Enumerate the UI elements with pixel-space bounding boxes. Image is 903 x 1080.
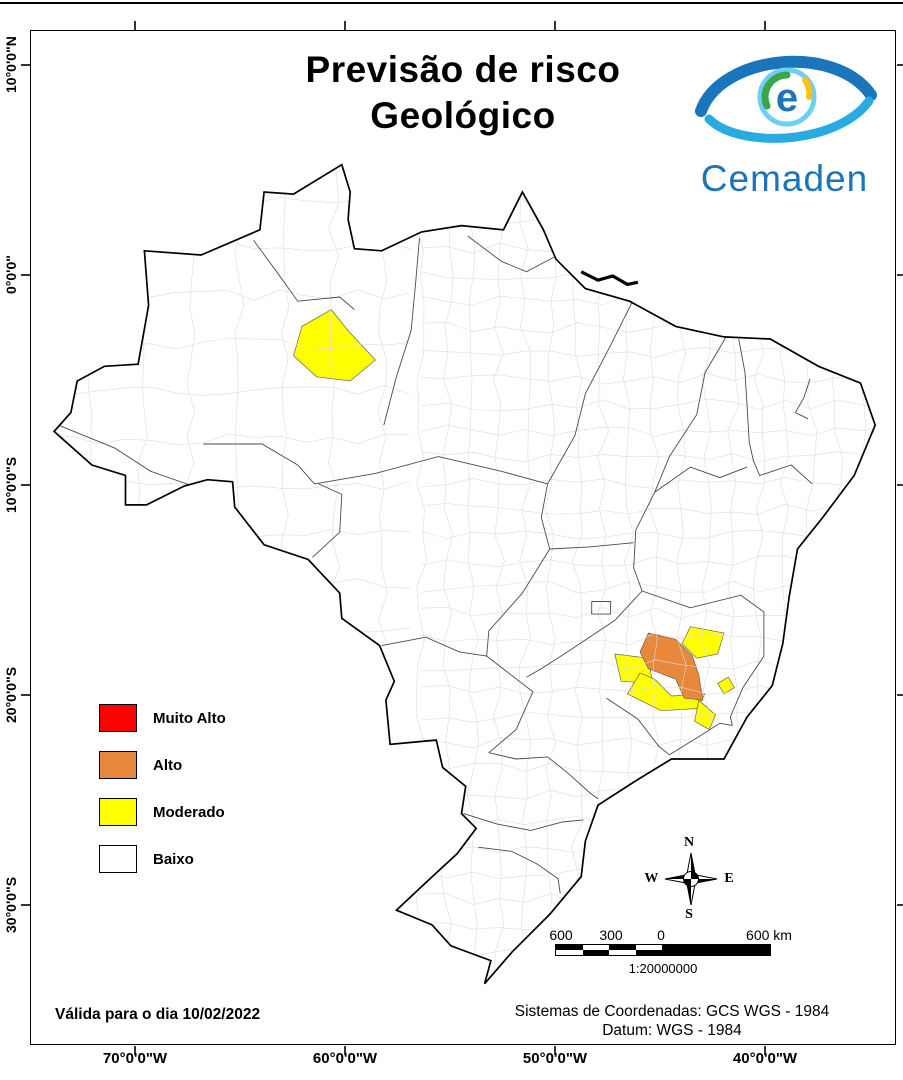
y-axis-label-10n: 10°0'0"N	[3, 36, 19, 94]
compass-south-label: S	[685, 907, 693, 922]
svg-text:e: e	[775, 76, 797, 120]
legend-item-baixo: Baixo	[99, 845, 226, 873]
legend-item-alto: Alto	[99, 751, 226, 779]
legend-swatch-muito-alto	[99, 704, 137, 732]
scale-segment	[609, 945, 636, 950]
scale-bar-graphic	[555, 944, 771, 956]
scale-segment	[635, 950, 662, 955]
x-axis-label-50w: 50°0'0"W	[522, 1050, 588, 1067]
scale-bar-segments	[556, 945, 662, 955]
y-axis-label-30s: 30°0'0"S	[3, 876, 19, 934]
scale-bar-labels: 600 300 0 600 km	[549, 927, 792, 944]
scale-segment	[582, 950, 609, 955]
scale-label-600-right: 600 km	[746, 927, 792, 943]
x-axis-label-70w: 70°0'0"W	[102, 1050, 168, 1067]
scale-label-300: 300	[599, 927, 623, 943]
compass-rose: N W E S	[643, 835, 735, 923]
legend-label-baixo: Baixo	[153, 850, 194, 868]
cemaden-eye-icon: e	[694, 55, 877, 143]
outer-neatline	[0, 2, 903, 4]
x-axis-label-60w: 60°0'0"W	[312, 1050, 378, 1067]
risk-area-mg-sul	[626, 672, 706, 712]
risk-area-es-divisa	[717, 676, 735, 695]
cemaden-wordmark: Cemaden	[700, 158, 869, 199]
legend-label-alto: Alto	[153, 756, 183, 774]
map-title-line1: Previsão de risco	[305, 49, 621, 90]
x-axis-label-40w: 40°0'0"W	[732, 1050, 798, 1067]
compass-east-label: E	[724, 871, 734, 886]
legend-swatch-alto	[99, 751, 137, 779]
map-title: Previsão de risco Geológico	[31, 47, 895, 139]
crs-line1: Sistemas de Coordenadas: GCS WGS - 1984	[514, 1003, 830, 1020]
compass-north-label: N	[683, 835, 695, 850]
legend-swatch-baixo	[99, 845, 137, 873]
scale-bar: 600 300 0 600 km 1:20000000	[549, 927, 792, 976]
validity-note: Válida para o dia 10/02/2022	[55, 1006, 261, 1023]
scale-segment	[609, 950, 636, 955]
map-title-line2: Geológico	[370, 95, 556, 136]
scale-segment-large	[662, 945, 770, 955]
scale-segment	[635, 945, 662, 950]
scale-label-0: 0	[657, 927, 665, 943]
crs-line2: Datum: WGS - 1984	[602, 1022, 742, 1039]
map-frame: Previsão de risco Geológico e Cemaden Mu…	[30, 30, 896, 1045]
crs-note: Sistemas de Coordenadas: GCS WGS - 1984 …	[457, 1002, 887, 1040]
legend-swatch-moderado	[99, 798, 137, 826]
legend-item-moderado: Moderado	[99, 798, 226, 826]
cemaden-logo: e Cemaden	[682, 47, 887, 200]
brazil-map	[52, 163, 877, 985]
legend-label-moderado: Moderado	[153, 803, 225, 821]
risk-area-mg-nordeste	[681, 626, 725, 659]
y-axis-label-0: 0°0'0"	[3, 255, 19, 295]
compass-star-icon	[665, 852, 718, 906]
scale-ratio-label: 1:20000000	[628, 961, 698, 976]
legend-item-muito-alto: Muito Alto	[99, 704, 226, 732]
y-axis-label-10s: 10°0'0"S	[3, 456, 19, 514]
scale-segment	[556, 945, 583, 950]
compass-west-label: W	[644, 871, 659, 886]
scale-segment	[556, 950, 583, 955]
y-axis-label-20s: 20°0'0"S	[3, 666, 19, 724]
risk-legend: Muito Alto Alto Moderado Baixo	[99, 704, 226, 892]
scale-segment	[582, 945, 609, 950]
legend-label-muito-alto: Muito Alto	[153, 709, 226, 727]
scale-label-600-left: 600	[549, 927, 573, 943]
